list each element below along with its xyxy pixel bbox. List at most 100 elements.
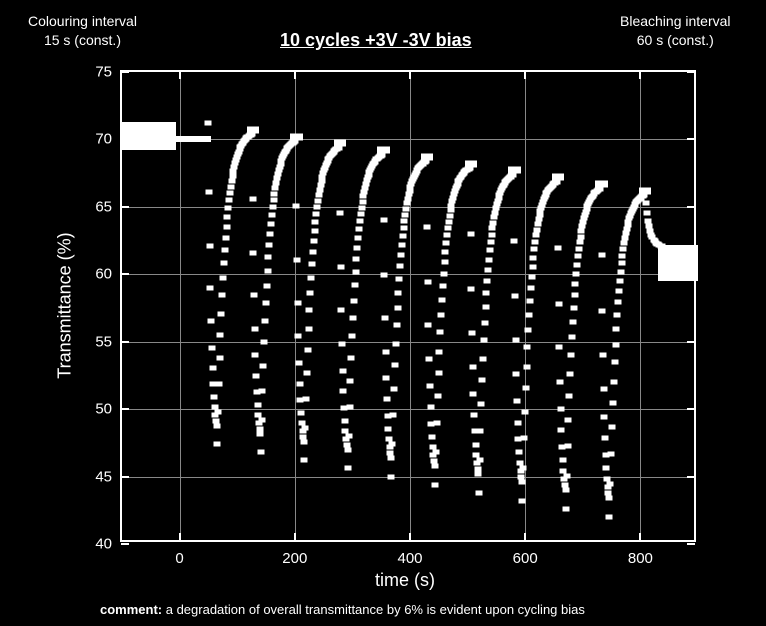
data-point xyxy=(618,261,625,266)
data-point xyxy=(426,383,433,388)
data-point xyxy=(339,368,346,373)
y-tick-label: 70 xyxy=(95,131,112,148)
data-point xyxy=(350,298,357,303)
data-point xyxy=(383,397,390,402)
data-point xyxy=(197,136,211,142)
data-point xyxy=(568,335,575,340)
x-tick xyxy=(179,71,181,79)
data-point xyxy=(219,293,226,298)
data-point xyxy=(432,482,439,487)
x-tick-label: 600 xyxy=(513,550,538,567)
data-point xyxy=(388,474,395,479)
data-point xyxy=(519,498,526,503)
data-point xyxy=(569,319,576,324)
data-point xyxy=(222,235,229,240)
data-point xyxy=(350,315,357,320)
right-block xyxy=(658,245,698,281)
data-point xyxy=(575,247,582,252)
data-point xyxy=(448,203,455,208)
data-point xyxy=(260,363,267,368)
data-point xyxy=(597,181,604,186)
data-point xyxy=(315,192,322,197)
data-point xyxy=(337,265,344,270)
data-point xyxy=(341,418,348,423)
data-point xyxy=(209,366,216,371)
comment-text: comment: a degradation of overall transm… xyxy=(100,602,585,617)
data-point xyxy=(225,206,232,211)
data-point xyxy=(612,342,619,347)
data-point xyxy=(514,420,521,425)
data-point xyxy=(531,247,538,252)
data-point xyxy=(315,198,322,203)
data-point xyxy=(598,253,605,258)
data-point xyxy=(272,185,279,190)
data-point xyxy=(511,238,518,243)
y-tick xyxy=(687,341,695,343)
data-point xyxy=(251,293,258,298)
data-point xyxy=(613,327,620,332)
data-point xyxy=(394,305,401,310)
data-point xyxy=(641,188,648,193)
data-point xyxy=(432,450,439,455)
data-point xyxy=(601,436,608,441)
data-point xyxy=(208,319,215,324)
grid-line-h xyxy=(122,274,694,275)
data-point xyxy=(381,315,388,320)
data-point xyxy=(268,221,275,226)
data-point xyxy=(390,412,397,417)
data-point xyxy=(529,264,536,269)
data-point xyxy=(469,330,476,335)
data-point xyxy=(576,240,583,245)
data-point xyxy=(475,472,482,477)
data-point xyxy=(397,264,404,269)
data-point xyxy=(403,206,410,211)
data-point xyxy=(265,255,272,260)
data-point xyxy=(254,403,261,408)
plot-area: 40455055606570750200400600800 xyxy=(120,70,696,542)
data-point xyxy=(579,224,586,229)
x-tick-label: 800 xyxy=(628,550,653,567)
data-point xyxy=(574,254,581,259)
data-point xyxy=(447,208,454,213)
x-tick xyxy=(294,71,296,79)
y-tick xyxy=(121,273,129,275)
grid-line-h xyxy=(122,409,694,410)
x-tick xyxy=(524,71,526,79)
data-point xyxy=(257,450,264,455)
data-point xyxy=(658,243,665,248)
data-point xyxy=(220,261,227,266)
x-tick-label: 0 xyxy=(175,550,183,567)
data-point xyxy=(622,231,629,236)
data-point xyxy=(382,349,389,354)
data-point xyxy=(434,394,441,399)
data-point xyxy=(492,210,499,215)
data-point xyxy=(338,342,345,347)
data-point xyxy=(469,364,476,369)
data-point xyxy=(443,241,450,246)
data-point xyxy=(438,313,445,318)
data-point xyxy=(489,226,496,231)
data-point xyxy=(207,285,214,290)
data-point xyxy=(214,410,221,415)
data-point xyxy=(292,134,299,139)
data-point xyxy=(311,229,318,234)
y-tick xyxy=(121,71,129,73)
data-point xyxy=(601,414,608,419)
data-point xyxy=(621,241,628,246)
data-point xyxy=(644,218,651,223)
data-point xyxy=(518,480,525,485)
data-point xyxy=(599,352,606,357)
data-point xyxy=(381,272,388,277)
y-tick xyxy=(687,543,695,545)
data-point xyxy=(259,389,266,394)
data-point xyxy=(568,352,575,357)
data-point xyxy=(309,262,316,267)
data-point xyxy=(607,481,614,486)
data-point xyxy=(267,231,274,236)
data-point xyxy=(484,278,491,283)
data-point xyxy=(383,376,390,381)
data-point xyxy=(574,262,581,267)
data-point xyxy=(611,360,618,365)
data-point xyxy=(208,345,215,350)
data-point xyxy=(313,212,320,217)
